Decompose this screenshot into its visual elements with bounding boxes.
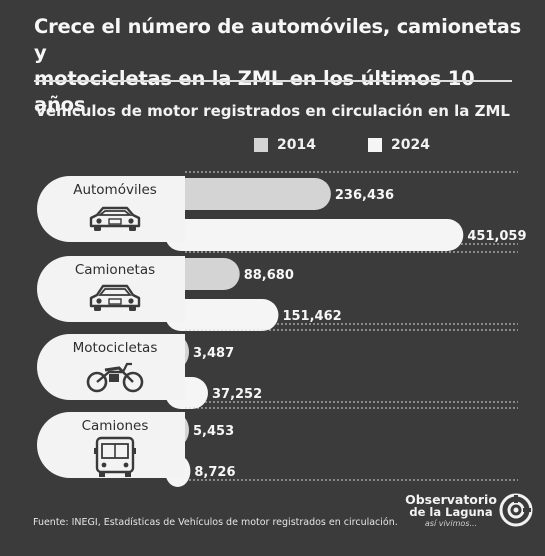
- source-note: Fuente: INEGI, Estadísticas de Vehículos…: [33, 517, 398, 528]
- data-label-2014: 3,487: [193, 346, 234, 361]
- page-title: Crece el número de automóviles, camionet…: [34, 14, 524, 118]
- title-divider: [34, 80, 512, 82]
- legend-swatch-2024: [368, 138, 382, 152]
- data-label-2024: 151,462: [282, 309, 341, 324]
- legend-item-2024: 2024: [368, 137, 430, 153]
- legend-label-2024: 2024: [391, 137, 430, 153]
- category-label: Motocicletas: [73, 340, 158, 356]
- legend-label-2014: 2014: [277, 137, 316, 153]
- car-icon-grille: [108, 218, 122, 225]
- car-icon-headlight-right: [128, 218, 134, 224]
- bus-icon-light-right: [123, 462, 129, 468]
- bus-icon-light-left: [101, 462, 107, 468]
- brand-line-1: Observatorio: [405, 492, 497, 507]
- data-label-2014: 88,680: [244, 268, 294, 283]
- brand-logo-text: Observatorio de la Laguna así vivimos...: [405, 492, 497, 530]
- motorcycle-icon-handlebar: [122, 362, 132, 373]
- brand-line-2: de la Laguna: [409, 505, 493, 519]
- motorcycle-icon-frame: [96, 370, 134, 383]
- brand-tagline: así vivimos...: [424, 519, 478, 528]
- title-line-2: motocicletas en la ZML en los últimos 10…: [34, 67, 475, 116]
- observatorio-logo-icon: [499, 493, 533, 527]
- motorcycle-icon-tank: [104, 366, 125, 374]
- motorcycle-icon-wheel-rear: [86, 371, 108, 393]
- car-icon-window: [97, 210, 133, 216]
- category-pill: [37, 412, 185, 478]
- suv-icon-wheel-left: [94, 306, 101, 311]
- suv-icon-grille: [108, 298, 122, 305]
- bar-2024: [165, 219, 464, 251]
- suv-icon-body: [89, 284, 141, 308]
- suv-icon-wheel-right: [129, 306, 136, 311]
- data-label-2024: 37,252: [212, 387, 262, 402]
- suv-icon-window: [98, 288, 132, 296]
- data-label-2024: 8,726: [194, 465, 235, 480]
- chart-title: Vehículos de motor registrados en circul…: [35, 102, 510, 120]
- car-icon-wheel-left: [94, 226, 101, 231]
- motorcycle-icon-wheel-front: [122, 371, 144, 393]
- category-label: Automóviles: [73, 182, 157, 198]
- data-label-2014: 236,436: [335, 188, 394, 203]
- data-label-2024: 451,059: [467, 229, 526, 244]
- car-icon-wheel-right: [129, 226, 136, 231]
- suv-icon-headlight-right: [128, 298, 134, 304]
- bus-icon-wheel-right: [125, 472, 131, 477]
- legend-item-2014: 2014: [254, 137, 316, 153]
- category-group: 88,680 151,462 Camionetas: [37, 251, 518, 331]
- category-pill: [37, 334, 185, 400]
- bus-icon-body: [95, 436, 135, 474]
- motorcycle-icon-engine: [109, 374, 119, 382]
- category-group: 236,436 451,059 Automóviles: [37, 171, 527, 251]
- car-icon-body: [89, 206, 141, 228]
- category-group: 5,453 8,726 Camiones: [37, 407, 518, 487]
- bus-icon-wheel-left: [99, 472, 105, 477]
- bar-2024: [165, 299, 279, 331]
- data-label-2014: 5,453: [193, 424, 234, 439]
- car-icon-headlight-left: [96, 218, 102, 224]
- category-label: Camiones: [82, 418, 149, 434]
- category-group: 3,487 37,252 Motocicletas: [37, 329, 518, 409]
- suv-icon-headlight-left: [96, 298, 102, 304]
- legend-swatch-2014: [254, 138, 268, 152]
- category-label: Camionetas: [75, 262, 155, 278]
- title-line-1: Crece el número de automóviles, camionet…: [34, 15, 522, 64]
- bar-2014: [165, 178, 331, 210]
